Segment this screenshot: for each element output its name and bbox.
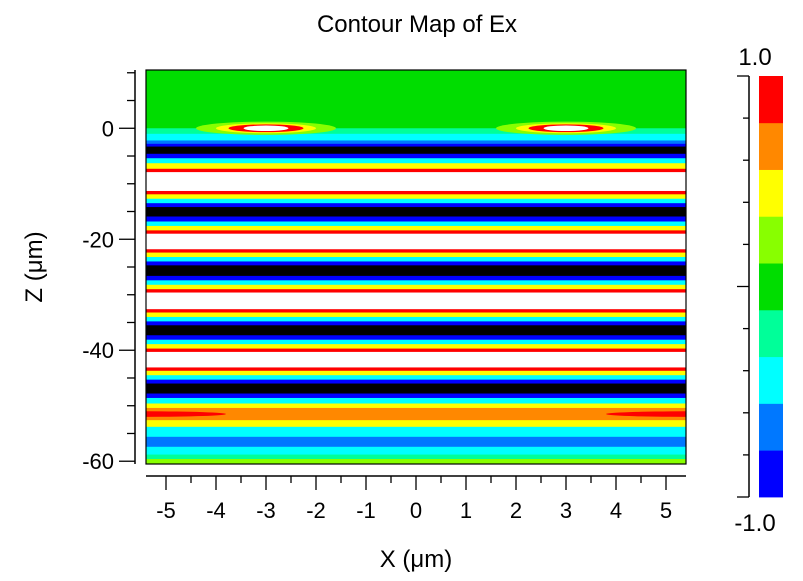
colorbar-swatch xyxy=(759,450,783,498)
x-axis: -5 -4 -3 -2 -1 0 1 2 3 4 5 xyxy=(146,475,686,523)
x-tick-label: -2 xyxy=(306,498,326,523)
colorbar-swatch xyxy=(759,263,783,311)
contour-band-41 xyxy=(146,367,686,372)
contour-band-15 xyxy=(146,207,686,218)
colorbar-swatch xyxy=(759,216,783,264)
contour-band-14 xyxy=(146,203,686,208)
x-tick-label: -5 xyxy=(156,498,176,523)
contour-feature-8 xyxy=(146,411,226,417)
contour-band-0 xyxy=(146,70,686,129)
contour-feature-7 xyxy=(543,125,589,132)
contour-band-10 xyxy=(146,172,686,192)
colorbar xyxy=(759,76,783,498)
y-tick-label: -60 xyxy=(82,449,114,474)
contour-band-28 xyxy=(146,284,686,290)
contour-band-38 xyxy=(146,344,686,350)
contour-band-21 xyxy=(146,249,686,254)
contour-band-20 xyxy=(146,233,686,250)
colorbar-swatch xyxy=(759,76,783,124)
contour-band-45 xyxy=(146,383,686,395)
contour-bands xyxy=(146,70,686,464)
contour-band-40 xyxy=(146,351,686,368)
contour-band-26 xyxy=(146,275,686,281)
contour-band-27 xyxy=(146,280,686,286)
contour-band-1 xyxy=(146,128,686,135)
y-tick-label: 0 xyxy=(102,116,114,141)
contour-band-43 xyxy=(146,375,686,381)
chart-title: Contour Map of Ex xyxy=(317,11,517,38)
contour-band-36 xyxy=(146,335,686,341)
contour-band-51 xyxy=(146,426,686,438)
x-tick-label: 0 xyxy=(410,498,422,523)
y-axis-label: Z (μm) xyxy=(21,231,48,302)
contour-band-2 xyxy=(146,133,686,141)
contour-band-7 xyxy=(146,158,686,164)
contour-band-25 xyxy=(146,265,686,277)
contour-band-17 xyxy=(146,221,686,227)
contour-band-4 xyxy=(146,143,686,148)
contour-band-8 xyxy=(146,163,686,170)
colorbar-swatch xyxy=(759,122,783,170)
contour-band-9 xyxy=(146,168,686,173)
contour-band-19 xyxy=(146,230,686,235)
contour-band-29 xyxy=(146,289,686,294)
x-tick-label: 4 xyxy=(610,498,622,523)
contour-band-16 xyxy=(146,216,686,222)
colorbar-swatch xyxy=(759,356,783,404)
contour-band-47 xyxy=(146,397,686,405)
contour-band-24 xyxy=(146,261,686,266)
contour-band-6 xyxy=(146,153,686,159)
x-tick-label: -4 xyxy=(206,498,226,523)
contour-band-34 xyxy=(146,321,686,326)
x-tick-label: -3 xyxy=(256,498,276,523)
contour-band-39 xyxy=(146,348,686,353)
contour-band-46 xyxy=(146,393,686,399)
contour-band-18 xyxy=(146,225,686,231)
contour-band-12 xyxy=(146,194,686,200)
contour-band-11 xyxy=(146,190,686,195)
plot-frame xyxy=(145,69,687,465)
y-tick-label: -20 xyxy=(82,227,114,252)
x-tick-label: -1 xyxy=(356,498,376,523)
colorbar-axis xyxy=(737,75,750,498)
contour-band-55 xyxy=(146,459,686,464)
x-tick-label: 2 xyxy=(510,498,522,523)
contour-band-23 xyxy=(146,257,686,262)
contour-band-49 xyxy=(146,407,686,421)
contour-band-50 xyxy=(146,420,686,428)
contour-band-52 xyxy=(146,436,686,448)
contour-band-30 xyxy=(146,292,686,310)
contour-band-53 xyxy=(146,446,686,456)
x-tick-label: 3 xyxy=(560,498,572,523)
x-tick-label: 1 xyxy=(460,498,472,523)
colorbar-swatch xyxy=(759,403,783,451)
contour-band-35 xyxy=(146,325,686,336)
contour-feature-3 xyxy=(243,125,289,132)
contour-band-33 xyxy=(146,316,686,322)
contour-band-37 xyxy=(146,339,686,345)
x-axis-label: X (μm) xyxy=(380,546,452,573)
contour-band-44 xyxy=(146,379,686,385)
contour-band-32 xyxy=(146,312,686,318)
y-tick-label: -40 xyxy=(82,338,114,363)
colorbar-max-label: 1.0 xyxy=(738,44,771,71)
contour-band-5 xyxy=(146,146,686,155)
contour-band-3 xyxy=(146,140,686,145)
contour-band-42 xyxy=(146,370,686,376)
colorbar-swatch xyxy=(759,309,783,358)
contour-band-22 xyxy=(146,252,686,258)
contour-feature-9 xyxy=(606,411,686,417)
contour-band-54 xyxy=(146,454,686,460)
colorbar-swatch xyxy=(759,169,783,217)
colorbar-min-label: -1.0 xyxy=(734,510,775,537)
contour-band-31 xyxy=(146,309,686,314)
x-tick-label: 5 xyxy=(660,498,672,523)
contour-band-48 xyxy=(146,403,686,409)
contour-features xyxy=(146,121,686,417)
y-axis: 0 -20 -40 -60 xyxy=(82,70,136,474)
contour-band-13 xyxy=(146,198,686,204)
